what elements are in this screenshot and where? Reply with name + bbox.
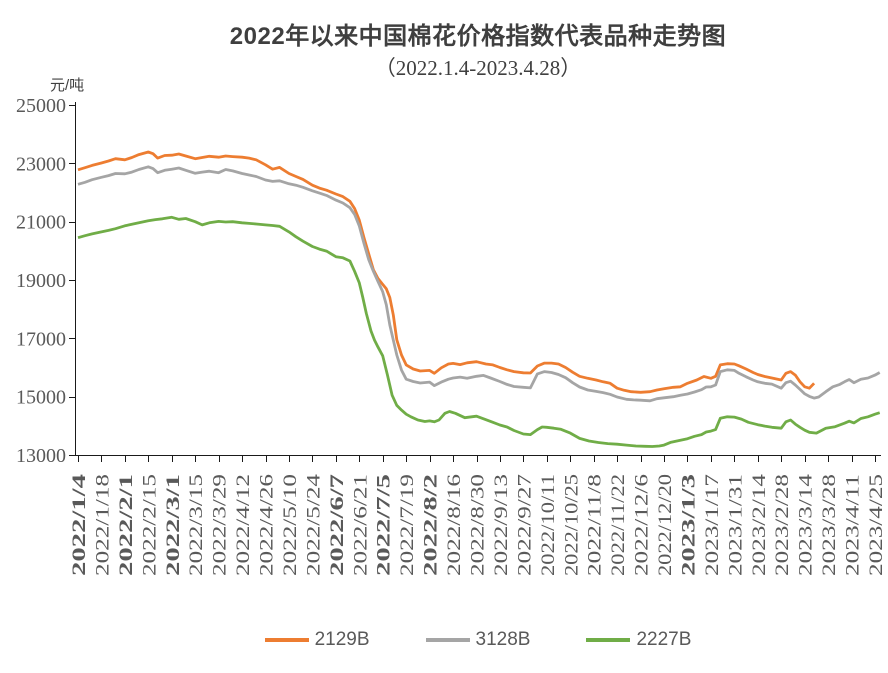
y-tick-label: 19000 — [16, 270, 66, 292]
legend-line-swatch — [586, 638, 631, 642]
x-tick-label: 2023/4/25 — [866, 474, 887, 576]
chart-subtitle: （2022.1.4-2023.4.28） — [374, 56, 582, 80]
x-tick-label: 2022/8/16 — [444, 474, 465, 576]
x-tick-label: 2023/2/28 — [772, 474, 793, 576]
x-tick-label: 2022/7/19 — [397, 474, 418, 576]
legend-item-2227B: 2227B — [586, 629, 691, 651]
y-tick-label: 15000 — [16, 387, 66, 409]
x-tick-label: 2022/6/7 — [327, 473, 348, 576]
legend: 2129B 3128B 2227B — [75, 629, 881, 651]
x-tick-label: 2022/5/24 — [303, 473, 324, 576]
legend-label: 2227B — [636, 629, 692, 650]
y-tick-label: 21000 — [16, 212, 66, 234]
legend-line-swatch — [425, 638, 470, 642]
x-tick-label: 2022/2/15 — [139, 474, 160, 576]
x-tick-label: 2022/3/1 — [163, 474, 184, 576]
x-tick-label: 2022/11/22 — [608, 474, 629, 576]
x-tick-label: 2022/9/13 — [491, 474, 512, 576]
y-tick-label: 17000 — [16, 328, 66, 350]
x-tick-label: 2023/1/17 — [702, 474, 723, 576]
x-tick-label: 2023/3/28 — [819, 474, 840, 576]
x-tick-label: 2023/1/31 — [725, 474, 746, 576]
x-tick-label: 2022/9/27 — [514, 474, 535, 576]
y-axis-unit-label: 元/吨 — [50, 77, 85, 94]
x-tick-label: 2022/8/2 — [421, 474, 442, 576]
x-tick-label: 2023/4/11 — [843, 474, 864, 576]
series-line-3128B — [77, 165, 881, 403]
x-tick-label: 2022/12/20 — [655, 474, 676, 576]
x-tick-label: 2022/7/5 — [374, 474, 395, 576]
legend-label: 2129B — [314, 629, 370, 650]
x-tick-label: 2022/3/15 — [186, 474, 207, 576]
chart-title: 2022年以来中国棉花价格指数代表品种走势图 — [229, 23, 727, 50]
x-tick-label: 2022/5/10 — [280, 474, 301, 576]
x-tick-label: 2022/10/11 — [538, 474, 559, 576]
x-tick-label: 2022/1/4 — [69, 473, 90, 576]
x-tick-label: 2022/4/12 — [233, 474, 254, 576]
x-tick-label: 2022/1/18 — [92, 474, 113, 576]
legend-item-2129B: 2129B — [264, 629, 370, 651]
x-tick-label: 2022/8/30 — [468, 474, 489, 576]
y-tick-label: 25000 — [16, 95, 66, 117]
x-tick-label: 2022/2/1 — [116, 474, 137, 576]
x-tick-label: 2022/11/8 — [585, 474, 606, 576]
x-tick-label: 2022/4/26 — [257, 474, 278, 576]
x-tick-label: 2022/12/6 — [632, 474, 653, 576]
legend-label: 3128B — [475, 629, 531, 650]
axes — [69, 102, 881, 462]
legend-item-3128B: 3128B — [425, 629, 531, 651]
x-tick-label: 2022/3/29 — [210, 474, 231, 576]
y-tick-label: 13000 — [16, 445, 66, 467]
x-tick-label: 2022/10/25 — [561, 474, 582, 576]
x-tick-label: 2023/3/14 — [796, 473, 817, 576]
x-tick-label: 2023/1/3 — [678, 474, 699, 576]
x-tick-label: 2022/6/21 — [350, 474, 371, 576]
legend-line-swatch — [264, 638, 309, 642]
x-tick-label: 2023/2/14 — [749, 473, 770, 576]
series-line-2129B — [77, 150, 816, 394]
series-line-2227B — [77, 215, 881, 448]
y-tick-label: 23000 — [16, 153, 66, 175]
